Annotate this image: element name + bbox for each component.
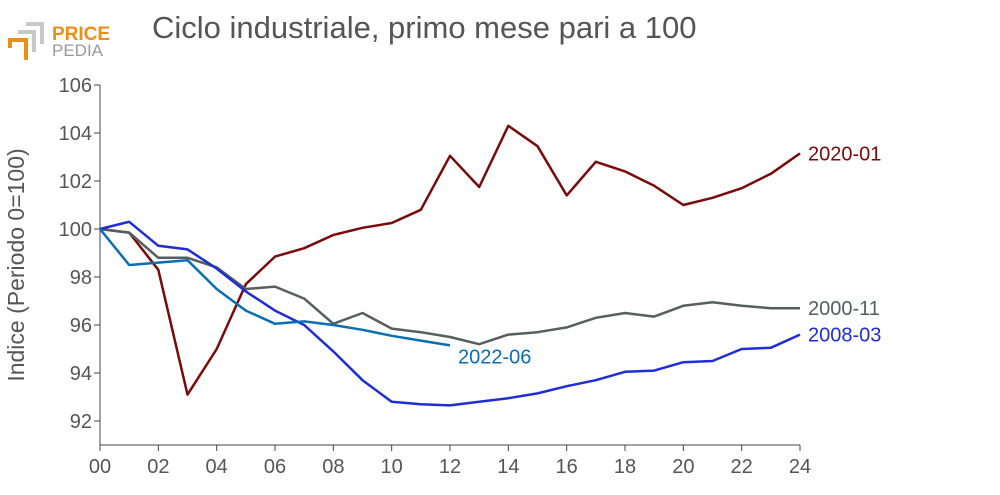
series-group: 2020-01 2000-11 2008-03 2022-06 (99, 124, 881, 407)
brand-line2: PEDIA (52, 41, 104, 60)
x-tick-label: 00 (89, 456, 111, 478)
x-tick-label: 14 (497, 456, 519, 478)
x-tick-label: 06 (264, 456, 286, 478)
series-line-2008-03 (99, 220, 801, 407)
x-tick-label: 16 (556, 456, 578, 478)
y-tick-label: 100 (59, 219, 92, 241)
y-tick-label: 94 (70, 363, 92, 385)
x-tick-label: 24 (789, 456, 811, 478)
x-tick-label: 12 (439, 456, 461, 478)
series-line-2000-11 (99, 227, 800, 346)
series-label-2000-11: 2000-11 (808, 298, 880, 320)
y-tick-label: 104 (59, 123, 92, 145)
x-tick-label: 10 (381, 456, 403, 478)
series-line-2022-06 (99, 228, 451, 347)
x-tick-label: 02 (147, 456, 169, 478)
y-tick-label: 106 (59, 75, 92, 97)
y-tick-label: 102 (59, 171, 92, 193)
pricepedia-logo-mark-icon (8, 22, 44, 60)
series-label-2022-06: 2022-06 (458, 346, 531, 368)
y-tick-label: 98 (70, 267, 92, 289)
y-tick-label: 96 (70, 315, 92, 337)
x-tick-label: 22 (731, 456, 753, 478)
x-tick-label: 08 (322, 456, 344, 478)
series-line-2020-01 (99, 124, 801, 396)
brand-line1: PRICE (52, 24, 110, 45)
x-tick-label: 18 (614, 456, 636, 478)
y-tick-label: 92 (70, 411, 92, 433)
series-label-2020-01: 2020-01 (808, 143, 881, 165)
x-tick-label: 20 (672, 456, 694, 478)
y-axis-title: Indice (Periodo 0=100) (3, 148, 29, 381)
chart-title: Ciclo industriale, primo mese pari a 100 (152, 10, 697, 45)
axes: 92 94 96 98 100 102 104 106 00 02 04 06 08 10 12 14 16 18… (59, 75, 812, 478)
x-tick-label: 04 (206, 456, 228, 478)
pricepedia-logo: PRICE PEDIA (8, 22, 110, 60)
series-label-2008-03: 2008-03 (808, 325, 881, 347)
